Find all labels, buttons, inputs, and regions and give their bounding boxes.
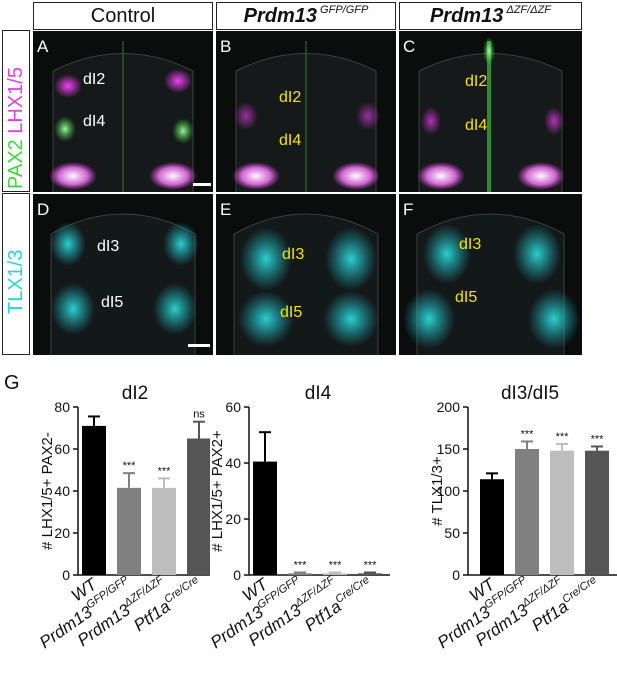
- chart-title: dI2: [122, 383, 148, 404]
- y-tick-label: 0: [233, 567, 241, 583]
- significance-label: ***: [158, 465, 172, 477]
- bar: [480, 479, 504, 575]
- bar: [585, 450, 609, 575]
- x-tick-label: Ptf1aCre/Cre: [528, 574, 604, 635]
- header-control-label: Control: [90, 4, 156, 27]
- row1-label: PAX2 LHX1/5: [5, 67, 28, 189]
- panel-f-letter: F: [403, 200, 414, 219]
- y-axis-label: # LHX1/5+ PAX2+: [210, 430, 226, 552]
- chart-di4: dI4# LHX1/5+ PAX2+0204060WT***Prdm13GFP/…: [210, 383, 390, 652]
- bar: [515, 449, 539, 575]
- panel-d-letter: D: [37, 200, 50, 219]
- chart-title: dI4: [305, 383, 332, 404]
- panel-a-region-2: dI4: [83, 113, 106, 130]
- chart-di3-di5: dI3/dI5# TLX1/3+050100150200WT***Prdm13G…: [429, 383, 617, 652]
- image-panel-a: A dI2 dI4: [33, 31, 213, 192]
- y-tick-label: 0: [62, 567, 70, 583]
- panel-a-scale-bar: [193, 183, 211, 186]
- y-tick-label: 40: [54, 483, 70, 499]
- chart-title: dI3/dI5: [501, 383, 559, 404]
- y-tick-label: 100: [437, 483, 461, 499]
- y-axis-label: # LHX1/5+ PAX2-: [39, 432, 56, 550]
- bar: [323, 573, 347, 575]
- header-prdm13-dzf: Prdm13 ΔZF/ΔZF: [399, 2, 582, 30]
- bar: [187, 438, 210, 575]
- row2-label-tlx: TLX1/3: [5, 249, 27, 314]
- row2-label-box: TLX1/3: [2, 193, 30, 355]
- row1-label-lhx: LHX1/5: [5, 67, 27, 134]
- chart-di2: dI2# LHX1/5+ PAX2-020406080WT***Prdm13GF…: [36, 383, 210, 652]
- panel-f-image: [403, 213, 580, 355]
- header-prdm13-gfp-sup: GFP/GFP: [320, 4, 369, 16]
- x-tick-label: Ptf1aCre/Cre: [130, 574, 206, 635]
- panel-b-image: [232, 41, 380, 192]
- header-prdm13-gfp: Prdm13 GFP/GFP: [216, 2, 396, 30]
- image-panel-e: E dI3 dI5: [216, 194, 396, 355]
- panel-c-region-1: dI2: [465, 73, 488, 90]
- significance-label: ***: [521, 428, 535, 440]
- panel-c-region-2: dI4: [465, 117, 488, 134]
- panel-c-image: [417, 37, 565, 192]
- significance-label: ***: [591, 433, 605, 445]
- panel-a-region-1: dI2: [83, 71, 106, 88]
- row1-label-pax2: PAX2: [5, 139, 27, 189]
- panel-e-region-2: dI5: [280, 304, 303, 321]
- panel-b-region-1: dI2: [279, 89, 302, 106]
- panel-a-image: [49, 41, 197, 192]
- panel-d-image: [50, 213, 199, 355]
- x-tick-label: Ptf1aCre/Cre: [301, 574, 377, 635]
- bar: [358, 573, 382, 575]
- y-tick-label: 50: [444, 525, 460, 541]
- bar: [117, 487, 141, 575]
- panel-f-region-2: dI5: [455, 289, 478, 306]
- header-control: Control: [33, 2, 213, 30]
- y-tick-label: 20: [54, 525, 70, 541]
- significance-label: ns: [193, 409, 205, 421]
- significance-label: ***: [556, 431, 570, 443]
- row2-label: TLX1/3: [5, 250, 28, 314]
- x-tick-label-sup: Cre/Cre: [560, 574, 598, 606]
- significance-label: ***: [294, 559, 308, 571]
- image-panel-f: F dI3 dI5: [399, 194, 582, 355]
- panel-e-letter: E: [220, 200, 232, 219]
- header-prdm13-dzf-label: Prdm13: [429, 4, 504, 27]
- significance-label: ***: [329, 559, 343, 571]
- y-tick-label: 200: [437, 399, 461, 415]
- y-tick-label: 150: [437, 441, 461, 457]
- bar: [550, 450, 574, 575]
- panel-d-region-1: dI3: [97, 238, 120, 255]
- y-tick-label: 60: [54, 441, 70, 457]
- panel-d-scale-bar: [188, 344, 210, 347]
- x-tick-label-sup: Cre/Cre: [333, 574, 371, 606]
- panel-e-region-1: dI3: [282, 246, 305, 263]
- panel-b-region-2: dI4: [279, 132, 302, 149]
- panel-b-letter: B: [220, 37, 232, 56]
- x-tick-label-sup: Cre/Cre: [162, 574, 200, 606]
- header-prdm13-gfp-label: Prdm13: [243, 4, 318, 27]
- y-tick-label: 60: [225, 399, 241, 415]
- row1-label-box: PAX2 LHX1/5: [2, 30, 30, 192]
- y-tick-label: 40: [225, 455, 241, 471]
- bar: [253, 461, 277, 575]
- panel-e-image: [233, 213, 379, 355]
- significance-label: ***: [123, 460, 137, 472]
- bar: [152, 487, 176, 575]
- panel-a-letter: A: [37, 37, 49, 56]
- bar: [82, 425, 106, 575]
- panel-c-letter: C: [403, 37, 416, 56]
- image-panel-d: D dI3 dI5: [33, 194, 213, 355]
- y-tick-label: 80: [54, 399, 70, 415]
- panel-d-region-2: dI5: [101, 294, 124, 311]
- image-panel-c: C dI2 dI4: [399, 31, 582, 192]
- header-prdm13-dzf-sup: ΔZF/ΔZF: [506, 4, 552, 16]
- y-axis-label: # TLX1/3+: [429, 456, 446, 526]
- y-tick-label: 0: [452, 567, 460, 583]
- significance-label: ***: [364, 559, 378, 571]
- section-g-label: G: [4, 372, 20, 394]
- y-tick-label: 20: [225, 511, 241, 527]
- bar: [288, 573, 312, 575]
- panel-f-region-1: dI3: [459, 236, 482, 253]
- image-panel-b: B dI2 dI4: [216, 31, 396, 192]
